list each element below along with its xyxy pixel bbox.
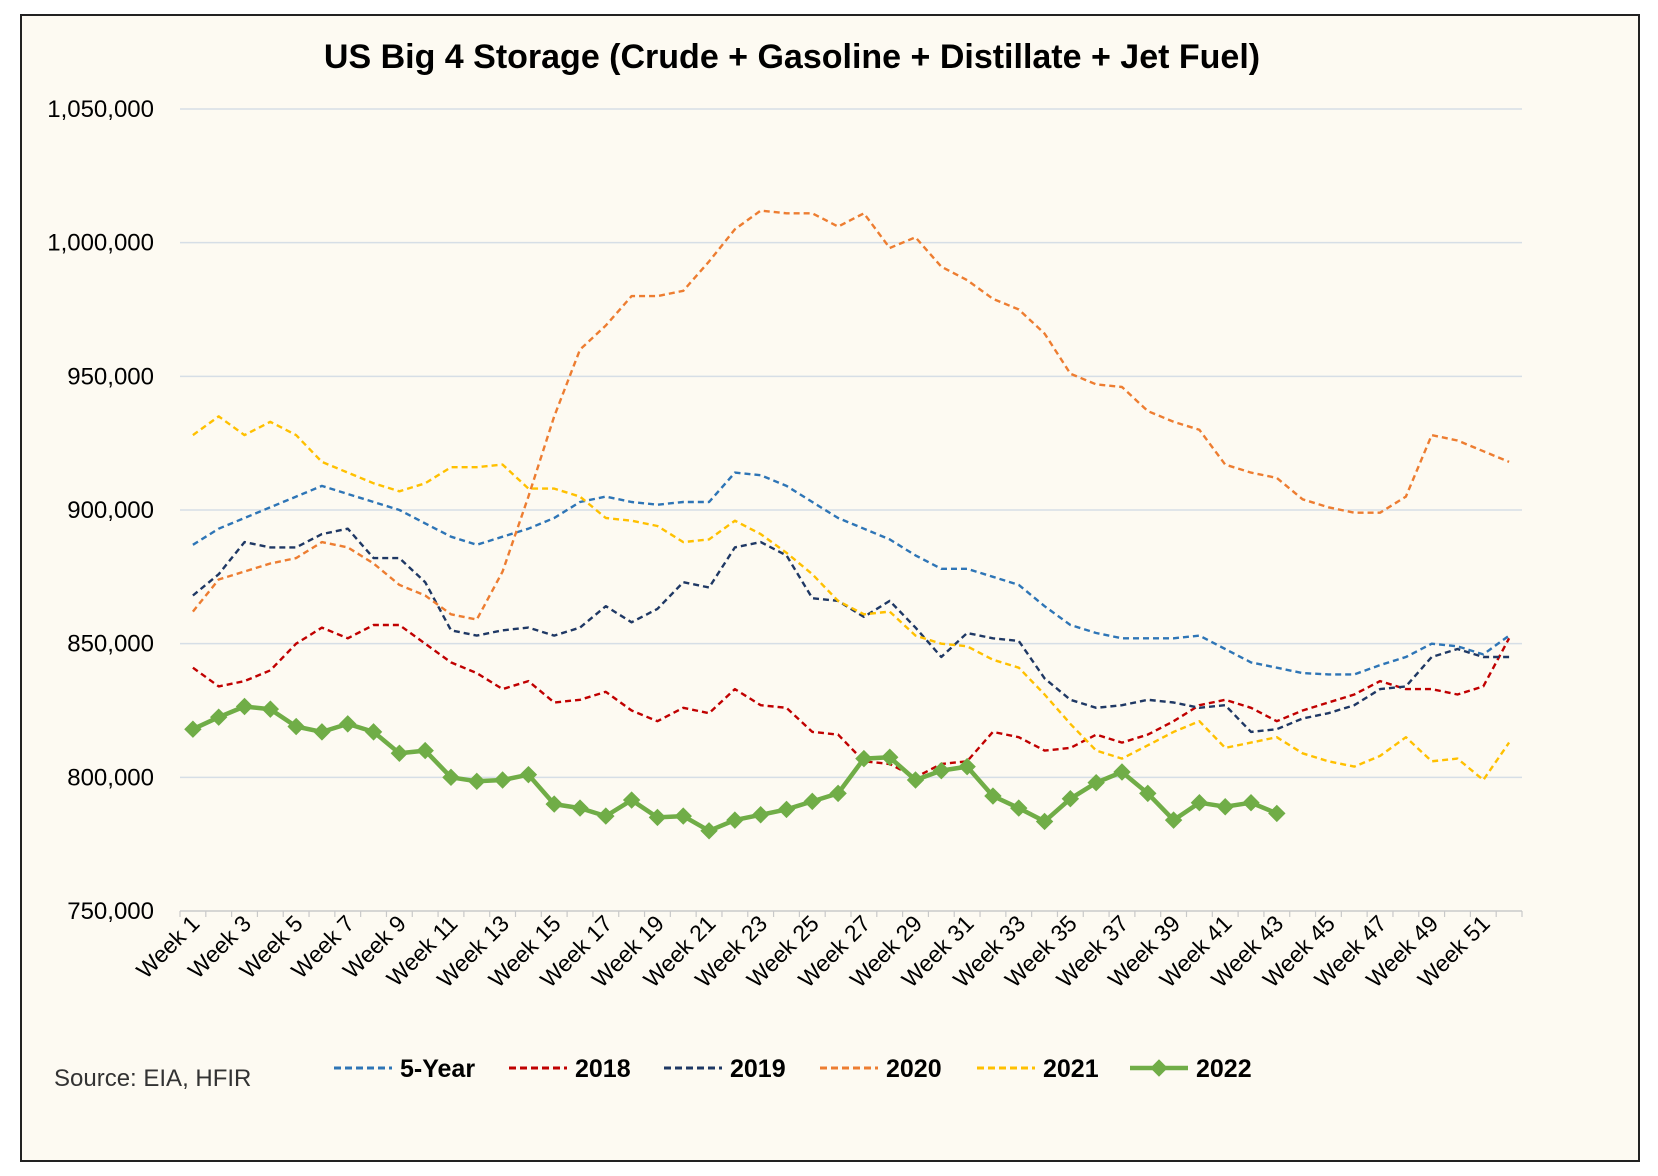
- data-point-2022: [261, 700, 280, 718]
- series-2019: [192, 527, 1510, 734]
- data-point-2022: [390, 744, 409, 762]
- legend-item-2018: 2018: [509, 1055, 631, 1083]
- y-tick-label: 900,000: [67, 497, 154, 524]
- data-point-2022: [1164, 811, 1183, 829]
- data-point-2022: [1190, 794, 1209, 812]
- data-point-2022: [1139, 784, 1157, 803]
- series-2022: [184, 697, 1286, 840]
- series-5-year: [192, 471, 1510, 676]
- data-point-2022: [1216, 798, 1234, 816]
- gridlines: [180, 108, 1522, 779]
- data-point-2022: [1268, 804, 1286, 823]
- data-point-2022: [906, 771, 925, 789]
- data-point-2022: [313, 723, 331, 741]
- chart-title: US Big 4 Storage (Crude + Gasoline + Dis…: [324, 38, 1260, 76]
- series-line-2018: [192, 623, 1511, 779]
- data-point-2022: [855, 749, 873, 768]
- data-point-2022: [777, 800, 796, 819]
- line-chart: US Big 4 Storage (Crude + Gasoline + Dis…: [47, 38, 1523, 1092]
- legend-item-2020: 2020: [820, 1055, 942, 1083]
- legend-label: 5-Year: [400, 1055, 475, 1083]
- data-point-2022: [519, 765, 538, 784]
- data-point-2022: [881, 748, 899, 766]
- y-tick-label: 950,000: [67, 363, 154, 390]
- data-point-2022: [803, 792, 821, 811]
- data-point-2022: [442, 768, 460, 787]
- data-point-2022: [493, 771, 512, 789]
- legend-label: 2022: [1196, 1055, 1252, 1083]
- series-line-2021: [192, 415, 1511, 782]
- y-tick-label: 800,000: [67, 764, 154, 791]
- series-line-2020: [191, 209, 1510, 621]
- legend-item-5-year: 5-Year: [334, 1055, 475, 1083]
- series-2020: [191, 209, 1510, 621]
- legend-label: 2021: [1043, 1055, 1099, 1083]
- data-point-2022: [210, 708, 228, 726]
- data-point-2022: [958, 757, 976, 776]
- chart-frame: US Big 4 Storage (Crude + Gasoline + Dis…: [20, 14, 1640, 1162]
- data-point-2022: [984, 787, 1002, 805]
- source-note: Source: EIA, HFIR: [54, 1065, 251, 1092]
- data-point-2022: [1035, 812, 1054, 831]
- y-tick-labels: 750,000 800,000 850,000 900,000 950,000 1,000…: [47, 96, 154, 925]
- data-point-2022: [829, 784, 847, 803]
- series-line-2019: [192, 527, 1510, 734]
- data-point-2022: [339, 715, 357, 733]
- data-point-2022: [416, 741, 434, 760]
- series-lines: [184, 209, 1511, 840]
- data-point-2022: [545, 795, 563, 813]
- axes: [179, 910, 1523, 917]
- legend-marker: [1150, 1059, 1168, 1077]
- data-point-2022: [1010, 799, 1028, 817]
- legend-item-2019: 2019: [664, 1055, 786, 1083]
- data-point-2022: [287, 717, 305, 736]
- y-tick-label: 1,000,000: [47, 230, 154, 257]
- data-point-2022: [1061, 790, 1080, 808]
- data-point-2022: [700, 822, 718, 840]
- y-tick-label: 750,000: [67, 898, 154, 925]
- data-point-2022: [622, 791, 641, 809]
- data-point-2022: [571, 799, 589, 817]
- data-point-2022: [597, 807, 615, 825]
- legend-label: 2018: [575, 1055, 631, 1083]
- data-point-2022: [364, 723, 383, 741]
- legend-item-2022: 2022: [1130, 1055, 1252, 1083]
- legend-item-2021: 2021: [977, 1055, 1099, 1083]
- series-2018: [192, 623, 1511, 779]
- legend-label: 2020: [886, 1055, 942, 1083]
- data-point-2022: [235, 697, 254, 716]
- data-point-2022: [1242, 794, 1260, 812]
- data-point-2022: [468, 772, 486, 791]
- legend: 5-Year 2018 2019 2020 2021 2022: [334, 1055, 1252, 1083]
- legend-label: 2019: [730, 1055, 786, 1083]
- data-point-2022: [1087, 773, 1105, 792]
- data-point-2022: [932, 761, 951, 780]
- series-line-5-year: [192, 471, 1510, 676]
- data-point-2022: [648, 808, 667, 827]
- data-point-2022: [726, 811, 744, 829]
- y-tick-label: 1,050,000: [47, 96, 154, 123]
- data-point-2022: [674, 807, 692, 825]
- data-point-2022: [1113, 763, 1131, 781]
- data-point-2022: [184, 720, 202, 738]
- y-tick-label: 850,000: [67, 631, 154, 658]
- series-2021: [192, 415, 1511, 782]
- data-point-2022: [751, 806, 770, 824]
